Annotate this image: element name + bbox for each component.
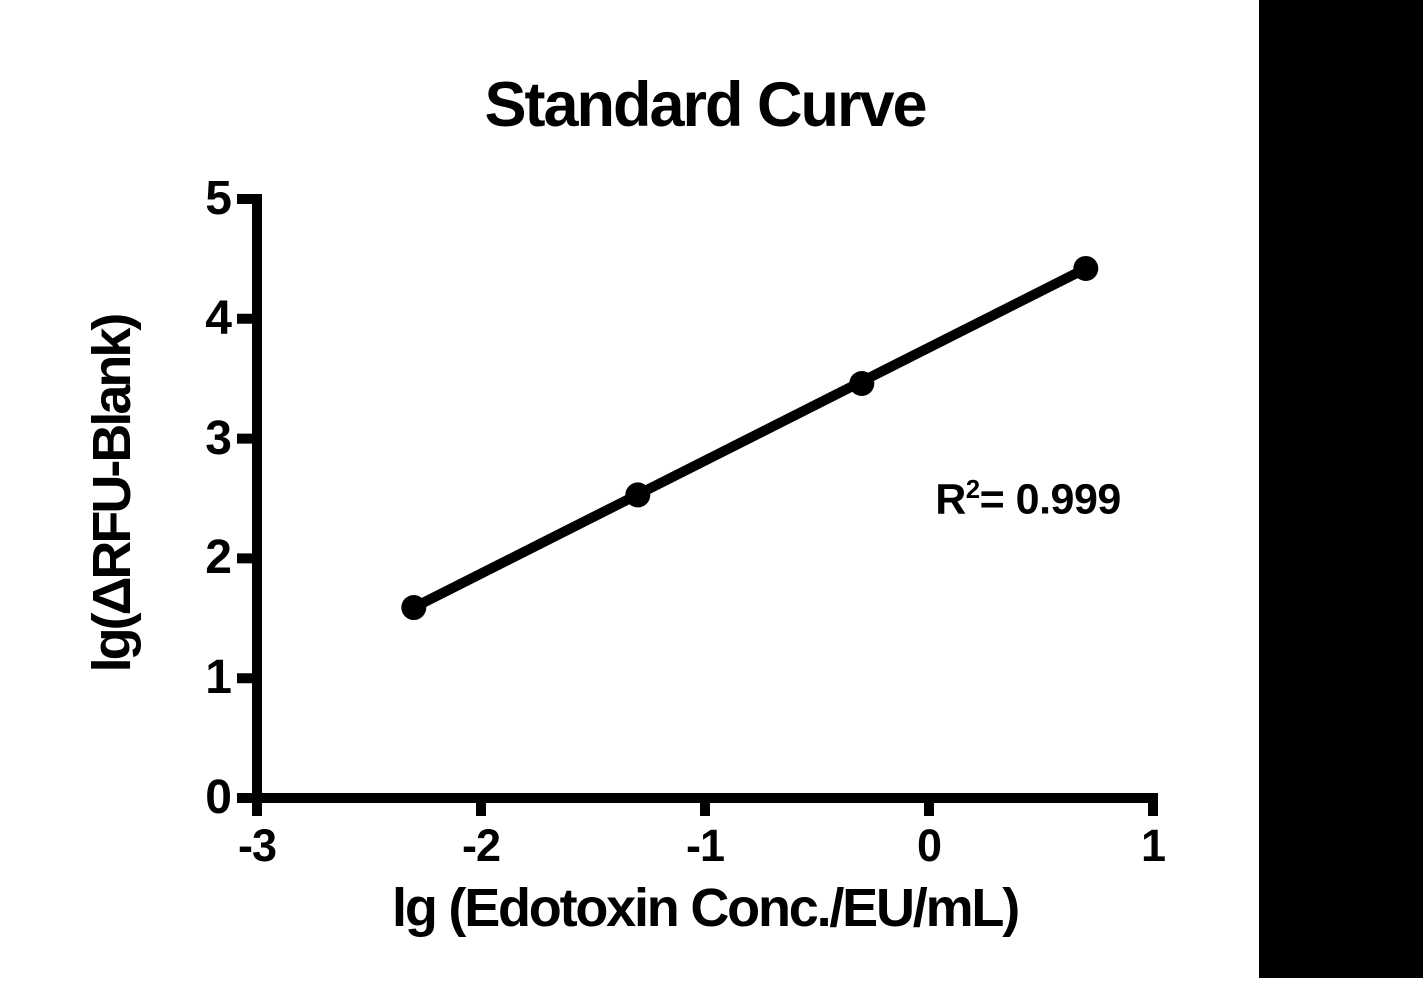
x-tick-label-0: -3 [237, 820, 277, 871]
y-tick-label-3: 3 [205, 411, 232, 465]
fit-line [411, 264, 1089, 612]
x-tick-label-3: 0 [916, 820, 942, 871]
y-tick-label-5: 5 [205, 172, 232, 225]
r-squared-base: R [935, 475, 966, 524]
x-tick-label-2: -1 [685, 820, 725, 871]
x-axis-label: lg (Edotoxin Conc./EU/mL) [392, 878, 1020, 938]
data-point [401, 595, 427, 621]
black-sidebar [1259, 0, 1423, 978]
chart-figure: Standard Curve lg (Edotoxin Conc./EU/mL)… [82, 70, 1178, 938]
y-tick-label-1: 1 [205, 651, 232, 705]
y-tick-label-4: 4 [205, 291, 232, 345]
data-point [625, 482, 651, 508]
r-squared-value: = 0.999 [979, 475, 1122, 524]
y-tick-label-0: 0 [205, 771, 232, 824]
data-point [849, 370, 875, 396]
r-squared-annotation: R2= 0.999 [878, 475, 1178, 524]
data-point [1073, 255, 1099, 281]
x-tick-label-4: 1 [1140, 820, 1166, 871]
chart-title: Standard Curve [484, 70, 927, 140]
y-tick-label-2: 2 [205, 531, 232, 585]
plot-canvas [237, 194, 1158, 816]
x-tick-label-1: -2 [461, 820, 501, 871]
r-squared-superscript: 2 [965, 476, 980, 504]
